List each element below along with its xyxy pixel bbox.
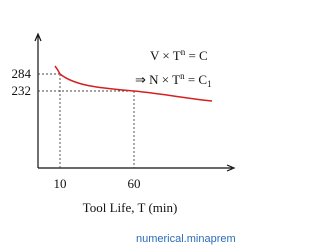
x-tick-label: 10 xyxy=(54,176,67,191)
eq-exp: n xyxy=(181,47,186,57)
eq-text: ⇒ N × T xyxy=(135,72,180,87)
footer: numerical.minaprem xyxy=(136,233,236,245)
x-axis-label: Tool Life, T (min) xyxy=(83,200,178,215)
eq-sub: 1 xyxy=(207,79,212,89)
diagram: 284 232 10 60 Tool Life, T (min) V × Tn … xyxy=(0,0,250,250)
y-tick-label: 284 xyxy=(12,66,32,81)
eq-exp: n xyxy=(180,71,185,81)
equation: V × Tn = C xyxy=(150,47,208,63)
background xyxy=(0,0,250,250)
y-tick-label: 232 xyxy=(12,83,32,98)
y-arrow xyxy=(34,32,42,42)
equation: ⇒ N × Tn = C1 xyxy=(135,71,212,89)
eq-text: = C xyxy=(185,48,208,63)
x-tick-label: 60 xyxy=(128,176,141,191)
eq-text: V × T xyxy=(150,48,181,63)
curve xyxy=(54,65,213,102)
x-arrow xyxy=(226,164,236,172)
axes xyxy=(34,32,236,172)
guides xyxy=(38,73,135,168)
eq-text: = C xyxy=(185,72,208,87)
